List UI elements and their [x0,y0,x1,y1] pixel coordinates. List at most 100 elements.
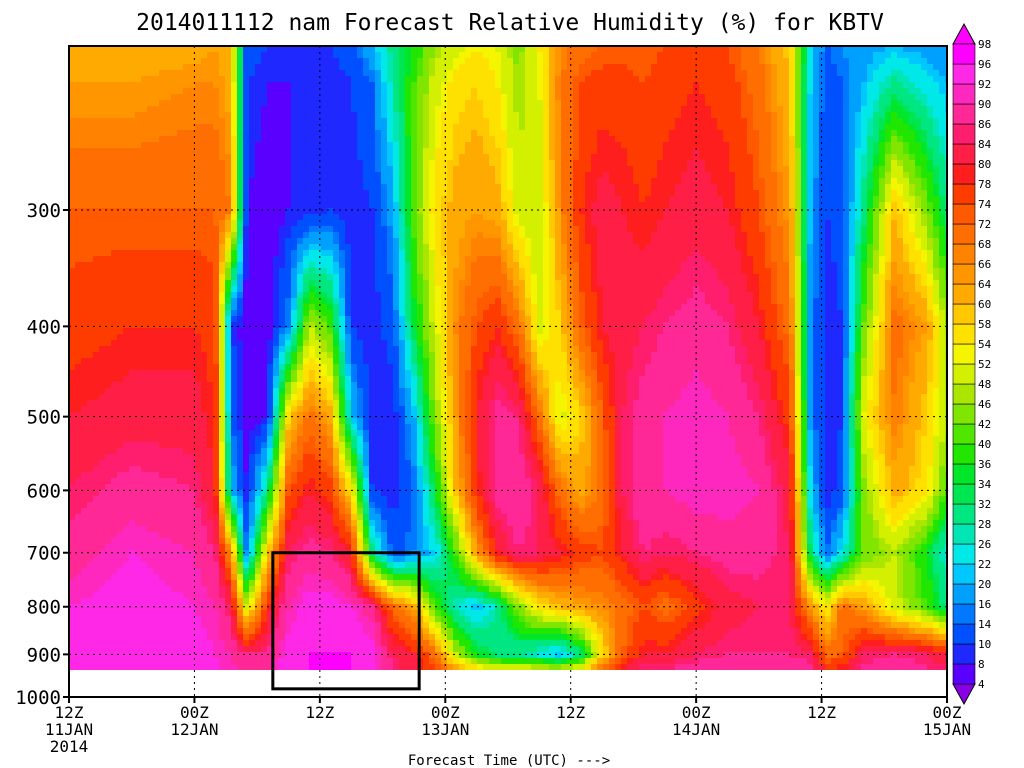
heatmap-cell [315,340,322,347]
heatmap-cell [171,196,178,203]
heatmap-cell [93,268,100,275]
heatmap-cell [291,604,298,611]
heatmap-cell [147,460,154,467]
heatmap-cell [171,484,178,491]
heatmap-cell [315,514,322,521]
heatmap-cell [93,250,100,257]
heatmap-cell [345,190,352,197]
heatmap-cell [261,82,268,89]
heatmap-cell [201,124,208,131]
heatmap-cell [183,172,190,179]
heatmap-cell [147,376,154,383]
heatmap-cell [237,166,244,173]
heatmap-cell [99,100,106,107]
heatmap-cell [255,118,262,125]
heatmap-cell [123,664,130,671]
heatmap-cell [165,154,172,161]
heatmap-cell [309,292,316,299]
heatmap-cell [147,70,154,77]
heatmap-cell [93,166,100,173]
heatmap-cell [267,490,274,497]
heatmap-cell [321,586,328,593]
heatmap-cell [81,514,88,521]
heatmap-cell [297,238,304,245]
heatmap-cell [129,628,136,635]
heatmap-cell [303,634,310,641]
heatmap-cell [75,136,82,143]
heatmap-cell [129,298,136,305]
heatmap-cell [327,502,334,509]
heatmap-cell [327,82,334,89]
heatmap-cell [237,160,244,167]
heatmap-cell [327,592,334,599]
heatmap-cell [105,478,112,485]
heatmap-cell [195,142,202,149]
heatmap-cell [285,430,292,437]
heatmap-cell [171,142,178,149]
heatmap-cell [249,220,256,227]
heatmap-cell [303,412,310,419]
heatmap-cell [141,472,148,479]
heatmap-cell [171,100,178,107]
heatmap-cell [339,88,346,95]
heatmap-cell [339,580,346,587]
heatmap-cell [165,484,172,491]
heatmap-cell [129,178,136,185]
heatmap-cell [75,82,82,89]
heatmap-cell [339,490,346,497]
heatmap-cell [81,364,88,371]
heatmap-cell [213,184,220,191]
heatmap-cell [279,256,286,263]
heatmap-cell [255,550,262,557]
heatmap-cell [255,88,262,95]
heatmap-cell [99,196,106,203]
heatmap-cell [111,52,118,59]
heatmap-cell [75,268,82,275]
heatmap-cell [159,568,166,575]
heatmap-cell [135,52,142,59]
heatmap-cell [93,640,100,647]
heatmap-cell [285,598,292,605]
heatmap-cell [207,232,214,239]
heatmap-cell [291,406,298,413]
heatmap-cell [129,70,136,77]
heatmap-cell [147,508,154,515]
heatmap-cell [195,502,202,509]
heatmap-cell [327,478,334,485]
heatmap-cell [165,514,172,521]
heatmap-cell [309,100,316,107]
heatmap-cell [99,142,106,149]
heatmap-cell [153,538,160,545]
heatmap-cell [291,244,298,251]
heatmap-cell [141,358,148,365]
heatmap-cell [183,160,190,167]
heatmap-cell [93,568,100,575]
heatmap-cell [333,124,340,131]
heatmap-cell [333,268,340,275]
heatmap-cell [147,172,154,179]
heatmap-cell [237,586,244,593]
heatmap-cell [267,232,274,239]
heatmap-cell [171,388,178,395]
heatmap-cell [105,646,112,653]
heatmap-cell [135,394,142,401]
heatmap-cell [267,466,274,473]
heatmap-cell [321,232,328,239]
heatmap-cell [201,370,208,377]
heatmap-cell [249,136,256,143]
heatmap-cell [105,496,112,503]
heatmap-cell [255,364,262,371]
heatmap-cell [159,472,166,479]
heatmap-cell [255,658,262,665]
heatmap-cell [285,322,292,329]
heatmap-cell [195,454,202,461]
heatmap-cell [93,142,100,149]
heatmap-cell [207,82,214,89]
heatmap-cell [333,130,340,137]
heatmap-cell [339,94,346,101]
heatmap-cell [201,142,208,149]
heatmap-cell [231,130,238,137]
heatmap-cell [243,652,250,659]
heatmap-cell [345,184,352,191]
heatmap-cell [327,262,334,269]
